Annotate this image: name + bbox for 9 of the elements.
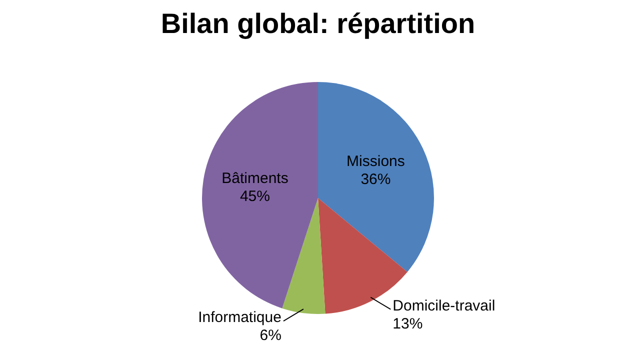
data-label: 36% — [360, 170, 391, 188]
chart-title: Bilan global: répartition — [160, 8, 476, 40]
slice-label: Informatique — [198, 309, 282, 326]
data-label: 45% — [240, 188, 270, 206]
data-label: 13% — [392, 315, 423, 332]
data-label: 6% — [260, 327, 282, 344]
slice-label: Bâtiments — [222, 170, 288, 188]
slice-label: Missions — [346, 152, 405, 170]
slice-label: Domicile-travail — [392, 297, 496, 314]
